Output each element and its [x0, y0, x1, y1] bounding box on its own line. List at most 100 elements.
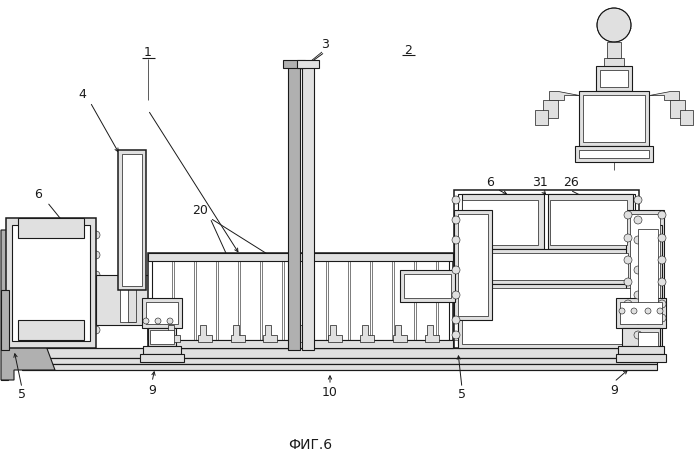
Polygon shape [535, 110, 548, 125]
Bar [454, 210, 492, 320]
Text: 6: 6 [486, 176, 494, 189]
Bar [122, 154, 142, 286]
Bar [140, 354, 184, 362]
Bar [462, 200, 538, 245]
Bar [583, 95, 645, 142]
Circle shape [634, 291, 642, 299]
Circle shape [624, 256, 632, 264]
Circle shape [658, 234, 666, 242]
Bar [142, 298, 182, 328]
Polygon shape [670, 100, 685, 118]
Bar [622, 328, 660, 346]
Bar [416, 261, 436, 340]
Text: 20: 20 [192, 204, 208, 217]
Circle shape [452, 266, 460, 274]
Bar [152, 257, 449, 344]
Bar [240, 261, 260, 340]
Bar [350, 261, 370, 340]
Bar [438, 261, 458, 340]
Circle shape [619, 308, 625, 314]
Text: 9: 9 [148, 384, 156, 397]
Bar [152, 261, 172, 340]
Polygon shape [360, 325, 374, 342]
Bar [454, 190, 639, 348]
Bar [22, 348, 657, 358]
Circle shape [634, 216, 642, 224]
Bar [372, 261, 392, 340]
Polygon shape [166, 325, 180, 342]
Text: 10: 10 [322, 386, 338, 399]
Bar [579, 150, 649, 158]
Circle shape [92, 326, 100, 334]
Circle shape [452, 316, 460, 324]
Bar [143, 346, 181, 354]
Bar [302, 65, 314, 350]
Bar [618, 346, 664, 354]
Circle shape [452, 196, 460, 204]
Circle shape [645, 308, 651, 314]
Polygon shape [328, 325, 342, 342]
Text: 9: 9 [610, 384, 618, 397]
Bar [218, 261, 238, 340]
Bar [146, 302, 178, 324]
Bar [297, 60, 319, 68]
Circle shape [92, 291, 100, 299]
Bar [22, 364, 657, 370]
Text: ФИГ.6: ФИГ.6 [288, 438, 332, 452]
Circle shape [92, 271, 100, 279]
Circle shape [624, 314, 632, 322]
Circle shape [155, 318, 161, 324]
Circle shape [658, 211, 666, 219]
Circle shape [452, 291, 460, 299]
Polygon shape [425, 325, 439, 342]
Circle shape [5, 251, 13, 259]
Bar [394, 261, 414, 340]
Bar [404, 274, 451, 298]
Text: 6: 6 [34, 189, 42, 201]
Polygon shape [231, 325, 245, 342]
Polygon shape [148, 300, 170, 340]
Bar [575, 146, 653, 162]
Circle shape [624, 278, 632, 286]
Bar [306, 261, 326, 340]
Polygon shape [296, 325, 310, 342]
Bar [630, 214, 660, 316]
Bar [328, 261, 348, 340]
Circle shape [92, 311, 100, 319]
Polygon shape [1, 230, 55, 380]
Circle shape [143, 318, 149, 324]
Bar [6, 218, 96, 348]
Polygon shape [649, 91, 679, 100]
Bar [120, 278, 135, 322]
Bar [466, 253, 628, 280]
Bar [620, 302, 662, 324]
Bar [96, 275, 151, 325]
Circle shape [5, 326, 13, 334]
Bar [400, 270, 455, 302]
Bar [262, 261, 282, 340]
Text: 3: 3 [321, 39, 329, 52]
Polygon shape [680, 110, 693, 125]
Circle shape [658, 278, 666, 286]
Text: 26: 26 [563, 176, 579, 189]
Circle shape [92, 231, 100, 239]
Polygon shape [148, 340, 453, 348]
Bar [626, 210, 664, 320]
Text: 4: 4 [78, 89, 86, 102]
Bar [148, 340, 453, 348]
Polygon shape [393, 325, 407, 342]
Circle shape [634, 331, 642, 339]
Bar [18, 320, 84, 340]
Text: 2: 2 [404, 43, 412, 56]
Bar [600, 70, 628, 87]
Circle shape [452, 216, 460, 224]
Text: 1: 1 [144, 47, 152, 60]
Circle shape [631, 308, 637, 314]
Circle shape [658, 256, 666, 264]
Circle shape [5, 311, 13, 319]
Bar [22, 358, 657, 364]
Bar [118, 150, 146, 290]
Circle shape [92, 251, 100, 259]
Circle shape [634, 316, 642, 324]
Bar [1, 290, 9, 350]
